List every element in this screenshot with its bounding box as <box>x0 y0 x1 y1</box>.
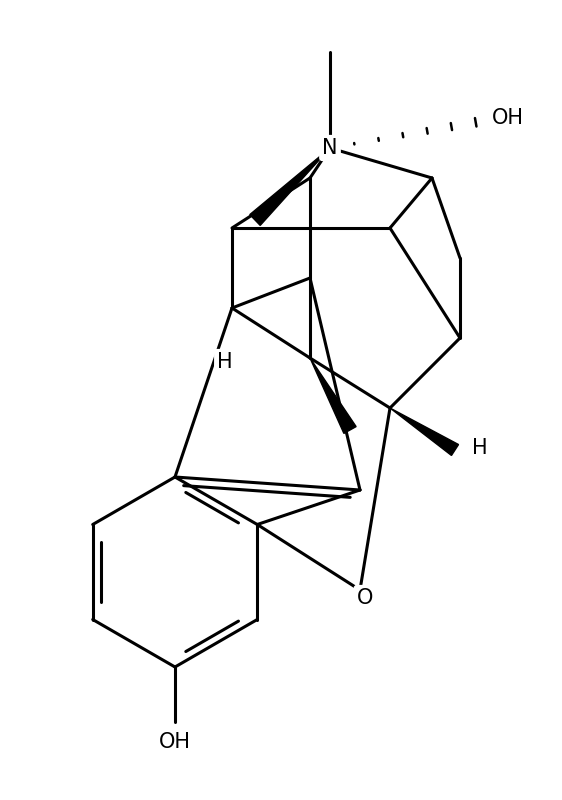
Polygon shape <box>390 408 459 455</box>
Text: OH: OH <box>159 732 191 752</box>
Text: H: H <box>472 438 488 458</box>
Text: OH: OH <box>492 108 524 128</box>
Polygon shape <box>250 148 330 226</box>
Polygon shape <box>310 358 356 434</box>
Text: O: O <box>357 588 373 608</box>
Text: N: N <box>322 138 338 158</box>
Text: H: H <box>217 352 233 372</box>
